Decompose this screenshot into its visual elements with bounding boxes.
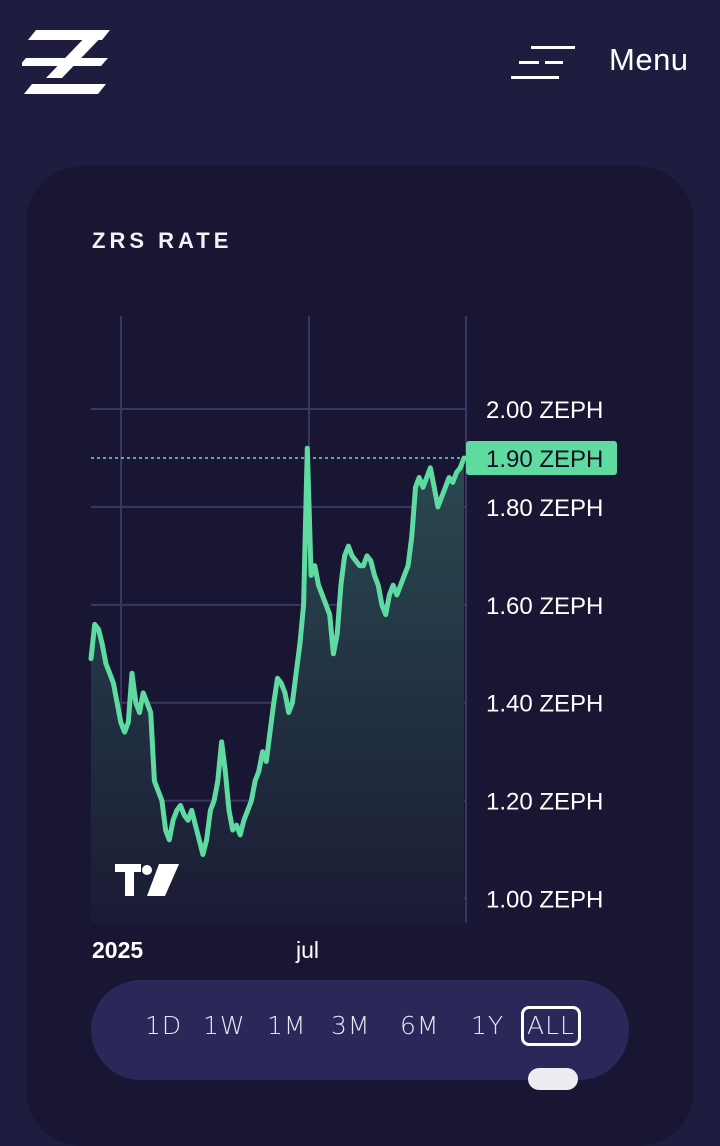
hamburger-icon [511, 46, 575, 79]
current-price-label: 1.90 ZEPH [486, 446, 603, 473]
y-tick-label: 2.00 ZEPH [486, 397, 603, 424]
series-line[interactable] [88, 445, 467, 857]
zrs-rate-chart[interactable]: 1.00 ZEPH 1.20 ZEPH 1.40 ZEPH 1.60 ZEPH 1.80… [26, 166, 694, 976]
range-button-6m[interactable]: 6M [400, 1011, 440, 1040]
range-button-1y[interactable]: 1Y [471, 1011, 505, 1040]
tradingview-logo-icon [115, 864, 179, 896]
menu-button[interactable]: Menu [505, 38, 705, 88]
menu-label: Menu [609, 42, 689, 77]
zrs-rate-card: ZRS RATE 1.00 ZEPH 1.20 ZEPH 1.40 ZEPH 1.60… [26, 166, 694, 1146]
card-title: ZRS RATE [92, 228, 233, 253]
x-tick-label: 2025 [92, 937, 143, 963]
range-button-1w[interactable]: 1W [203, 1011, 246, 1040]
range-button-1d[interactable]: 1D [145, 1011, 183, 1040]
range-button-all[interactable]: ALL [521, 1006, 581, 1046]
range-button-3m[interactable]: 3M [331, 1011, 371, 1040]
range-button-1m[interactable]: 1M [267, 1011, 307, 1040]
x-tick-label: jul [295, 937, 319, 963]
scroll-indicator[interactable] [528, 1068, 578, 1090]
y-tick-label: 1.80 ZEPH [486, 495, 603, 522]
y-tick-label: 1.20 ZEPH [486, 789, 603, 816]
y-tick-label: 1.40 ZEPH [486, 691, 603, 718]
y-tick-label: 1.00 ZEPH [486, 887, 603, 914]
zephyr-logo-icon[interactable] [22, 26, 114, 98]
y-tick-label: 1.60 ZEPH [486, 593, 603, 620]
current-price-badge [466, 440, 617, 475]
time-range-selector: 1D 1W 1M 3M 6M 1Y ALL [91, 980, 629, 1080]
